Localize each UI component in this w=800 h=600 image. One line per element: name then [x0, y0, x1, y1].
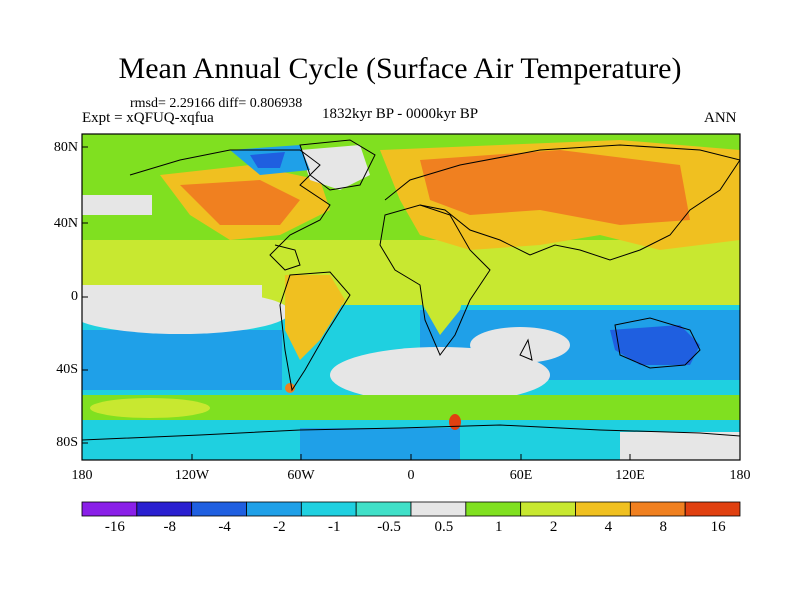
field-antarctic-spot — [449, 414, 461, 430]
colorbar-label: 4 — [604, 519, 613, 535]
field-antarctic-deep — [300, 428, 460, 460]
colorbar-box — [136, 501, 193, 517]
lon-tick-120e: 120E — [615, 468, 645, 483]
colorbar-box — [684, 501, 741, 517]
colorbar-box — [629, 501, 686, 517]
lat-tick-40n: 40N — [53, 216, 78, 231]
coastlines — [82, 139, 740, 441]
coast-australia — [614, 317, 701, 369]
season-label: ANN — [704, 110, 737, 126]
coast-greenland — [299, 139, 376, 191]
experiment-label: Expt = xQFUQ-xqfua — [82, 110, 214, 126]
axis-ticks — [81, 146, 741, 460]
coast-madagascar — [519, 338, 533, 361]
field-namerica-hot — [180, 180, 300, 225]
field-canada-cold — [250, 152, 285, 168]
colorbar-label: -8 — [163, 519, 176, 535]
colorbar-box — [246, 501, 302, 517]
field-australia-cold — [610, 325, 700, 365]
lon-tick-180w: 180 — [71, 468, 93, 483]
colorbar-label: 1 — [494, 519, 503, 535]
field-antarctic-neutral — [620, 432, 740, 460]
lat-tick-80s: 80S — [56, 435, 78, 450]
coast-south-america — [279, 271, 351, 392]
colorbar-box — [465, 501, 522, 517]
map-field — [82, 134, 740, 460]
colorbar-label: -16 — [104, 519, 125, 535]
stats-label: rmsd= 2.29166 diff= 0.806938 — [130, 96, 303, 111]
colorbar-label: 16 — [710, 519, 726, 535]
field-south-pacific — [82, 330, 282, 390]
colorbar-label: 2 — [549, 519, 558, 535]
colorbar-label: -4 — [218, 519, 231, 535]
colorbar-box — [300, 501, 357, 517]
colorbar — [81, 501, 741, 517]
lon-tick-60w: 60W — [287, 468, 315, 483]
colorbar-label: 0.5 — [434, 519, 454, 535]
colorbar-box — [575, 501, 631, 517]
colorbar-box — [191, 501, 247, 517]
field-eurasia-hot — [420, 150, 690, 225]
field-npacific-neutral — [82, 195, 152, 215]
lon-tick-180e: 180 — [729, 468, 751, 483]
colorbar-label: -1 — [327, 519, 341, 535]
colorbar-label: 8 — [659, 519, 667, 535]
field-samerica-warm — [285, 275, 345, 360]
field-greenland — [300, 145, 370, 190]
colorbar-label: -0.5 — [377, 519, 401, 535]
field-south-atlantic-neutral — [330, 347, 550, 403]
lat-tick-80n: 80N — [53, 140, 78, 155]
coast-antarctica — [82, 424, 740, 441]
field-south-pacific-neutral — [82, 290, 290, 334]
period-label: 1832kyr BP - 0000kyr BP — [322, 106, 479, 122]
lon-tick-120w: 120W — [174, 468, 210, 483]
coast-africa — [379, 204, 491, 356]
coast-north-america — [129, 149, 331, 271]
colorbar-box — [410, 501, 467, 517]
chart-title: Mean Annual Cycle (Surface Air Temperatu… — [118, 52, 682, 85]
coast-eurasia — [384, 144, 740, 261]
field-south-band-warm — [90, 398, 210, 418]
field-africa — [405, 245, 470, 335]
colorbar-box — [355, 501, 412, 517]
colorbar-box — [520, 501, 576, 517]
lon-tick-60e: 60E — [509, 468, 533, 483]
lat-tick-40s: 40S — [56, 362, 78, 377]
field-south-indian-neutral — [470, 327, 570, 363]
lat-tick-0: 0 — [71, 289, 78, 304]
colorbar-box — [81, 501, 138, 517]
colorbar-label: -2 — [273, 519, 286, 535]
field-patagonia-spot — [285, 383, 295, 393]
lon-tick-0: 0 — [407, 468, 415, 483]
